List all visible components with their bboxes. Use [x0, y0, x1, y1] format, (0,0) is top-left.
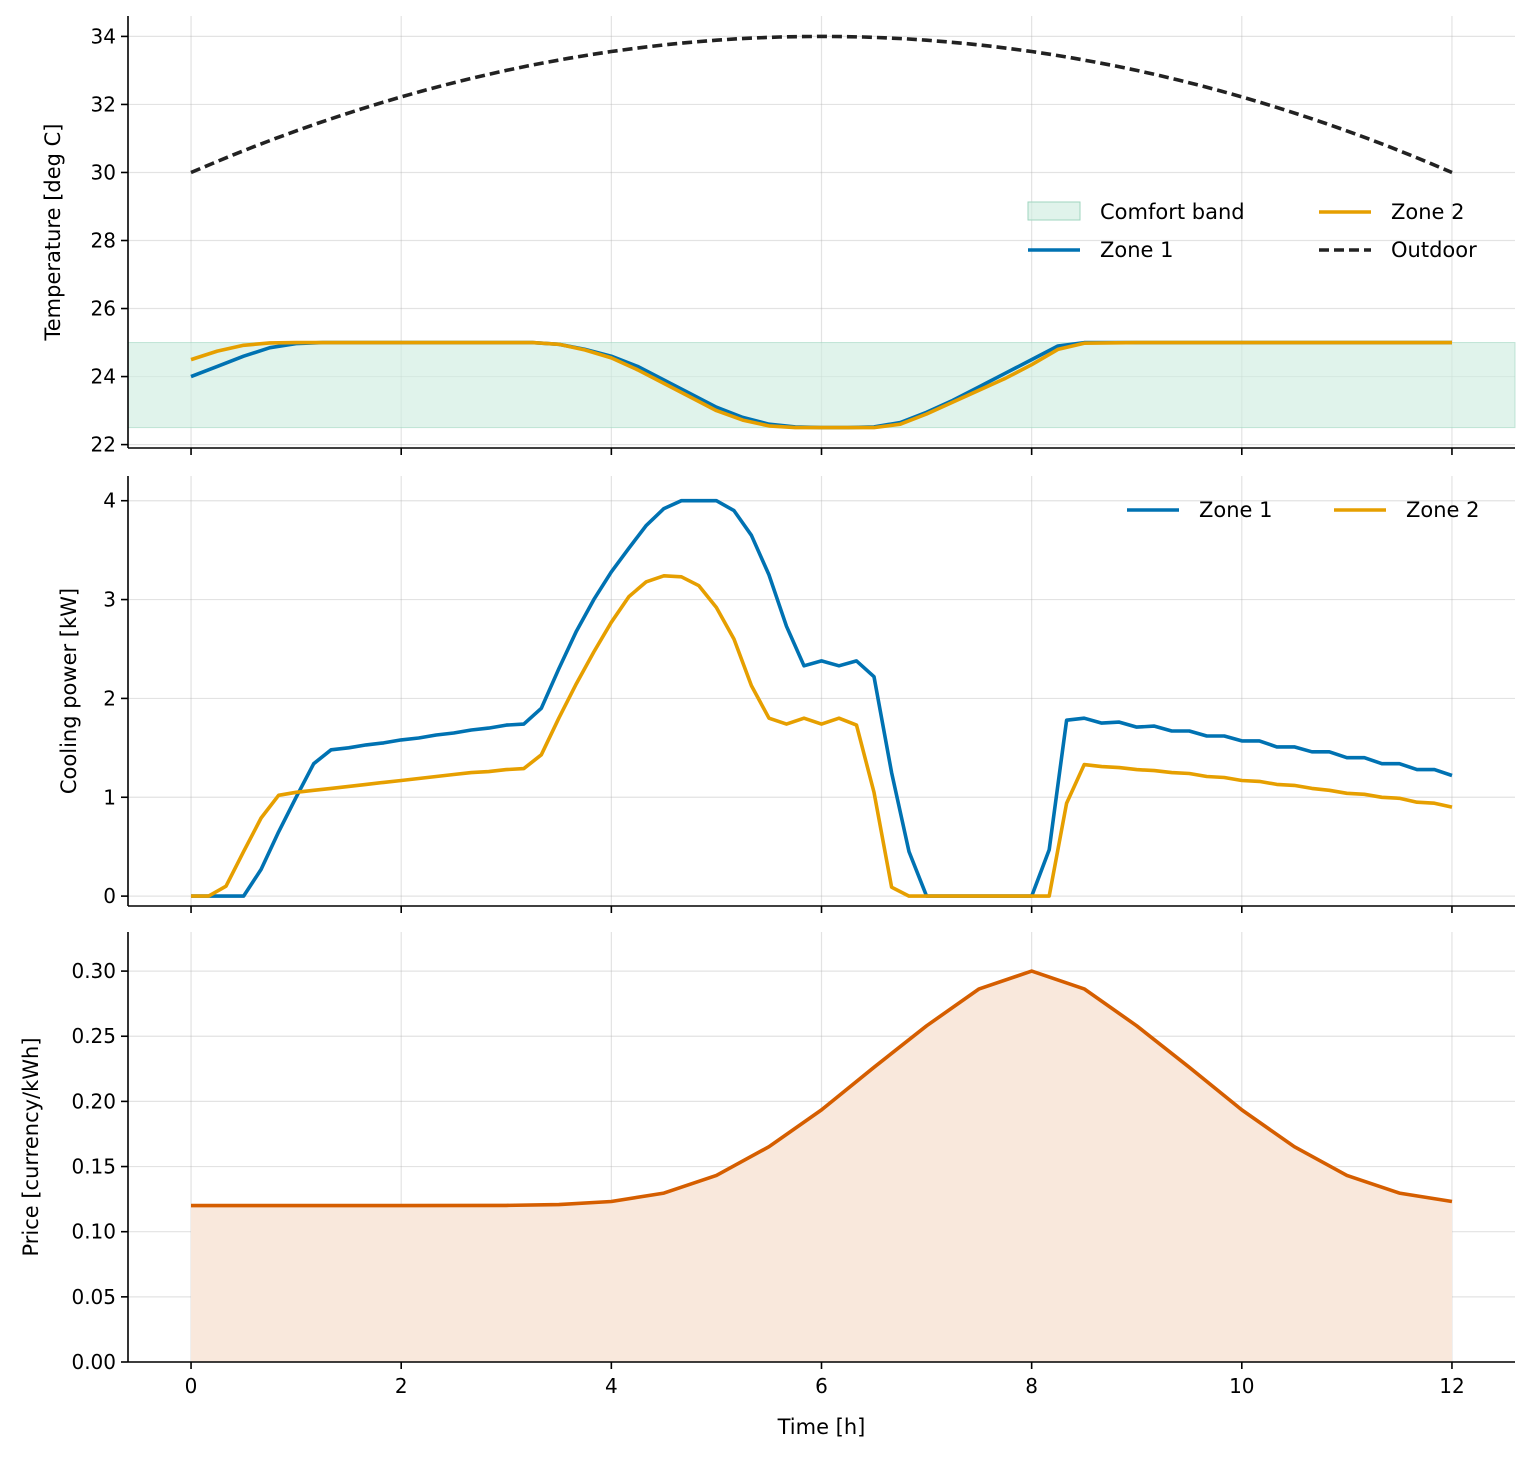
y-tick-label: 0.25: [71, 1024, 116, 1048]
y-tick-label: 3: [103, 588, 116, 612]
legend-label: Comfort band: [1100, 200, 1245, 224]
price-line: [191, 969, 1453, 1208]
zone-2-line: [190, 340, 1452, 430]
x-tick-label: 10: [1229, 1374, 1254, 1398]
y-tick-label: 0: [103, 884, 116, 908]
y-tick-label: 22: [91, 433, 116, 457]
x-tick-label: 2: [395, 1374, 408, 1398]
y-tick-label: 32: [91, 92, 116, 116]
y-axis-label: Temperature [deg C]: [41, 123, 65, 341]
outdoor-line: [190, 34, 1453, 175]
x-tick-label: 0: [185, 1374, 198, 1398]
y-tick-label: 0.10: [71, 1220, 116, 1244]
y-tick-label: 0.05: [71, 1285, 116, 1309]
y-tick-label: 0.20: [71, 1089, 116, 1113]
y-tick-label: 2: [103, 686, 116, 710]
panel-2: 0 1 2 3 4 Cooling power [kW]: [57, 476, 1515, 913]
zone-2-line: [191, 574, 1453, 898]
y-tick-label: 28: [91, 229, 116, 253]
x-tick-label: 6: [815, 1374, 828, 1398]
zone-1-line: [191, 498, 1453, 898]
y-tick-label: 0.15: [71, 1155, 116, 1179]
y-axis-label: Cooling power [kW]: [57, 588, 81, 794]
legend-label: Zone 1: [1100, 238, 1174, 262]
price-area: [191, 971, 1452, 1362]
legend-label: Outdoor: [1391, 238, 1477, 262]
x-tick-label: 8: [1025, 1374, 1038, 1398]
comfort-band: [127, 342, 1516, 429]
legend-cooling: Zone 1 Zone 2: [1127, 498, 1480, 522]
y-tick-label: 0.30: [71, 959, 116, 983]
panel-3: 0 2 4 6 8 10 12 0.00 0.05 0.10 0.15 0.20 0.25 0.30 Pri…: [19, 932, 1515, 1439]
y-tick-label: 1: [103, 785, 116, 809]
y-tick-label: 26: [91, 297, 116, 321]
y-tick-label: 24: [91, 365, 116, 389]
legend-temperature: Comfort band Zone 2 Zone 1 Outdoor: [1027, 200, 1477, 262]
y-tick-label: 30: [91, 160, 116, 184]
legend-label: Zone 2: [1391, 200, 1465, 224]
x-tick-label: 12: [1439, 1374, 1464, 1398]
y-axis-label: Price [currency/kWh]: [19, 1037, 43, 1256]
x-axis-label: Time [h]: [777, 1415, 866, 1439]
y-tick-label: 0.00: [71, 1350, 116, 1374]
legend-label: Zone 2: [1406, 498, 1480, 522]
legend-label: Zone 1: [1199, 498, 1273, 522]
x-tick-label: 4: [605, 1374, 618, 1398]
legend-swatch: [1027, 201, 1081, 221]
panel-1: 22 24 26 28 30 32 34 Temperature [deg C]: [41, 16, 1516, 457]
y-tick-label: 34: [91, 24, 116, 48]
y-tick-label: 4: [103, 489, 116, 513]
